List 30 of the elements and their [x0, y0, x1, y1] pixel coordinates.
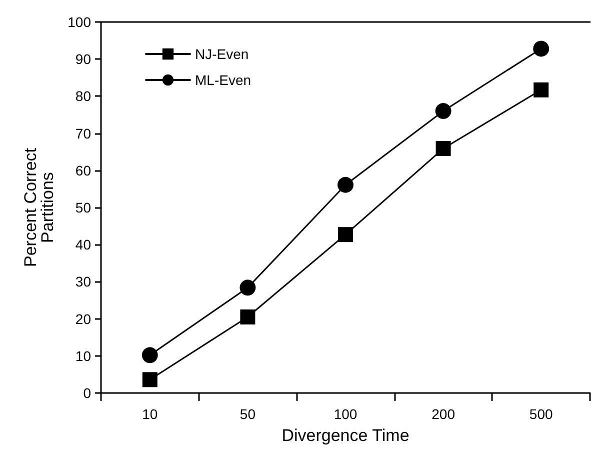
- y-tick-label: 50: [75, 200, 92, 216]
- point: [435, 103, 452, 120]
- x-tick-label: 100: [334, 406, 358, 422]
- y-tick-label: 100: [68, 14, 92, 30]
- y-tick-label: 40: [75, 236, 92, 253]
- point: [534, 82, 549, 98]
- y-tick-label: 0: [83, 385, 92, 401]
- y-tick-label: 90: [75, 51, 92, 68]
- x-tick-label: 10: [142, 406, 158, 422]
- point: [436, 141, 451, 156]
- point: [240, 280, 256, 296]
- legend-label: ML-Even: [195, 72, 252, 88]
- y-tick-label: 30: [75, 274, 92, 290]
- legend-label: NJ-Even: [195, 46, 249, 62]
- y-tick-label: 20: [75, 310, 92, 327]
- y-tick-label: 80: [75, 88, 92, 104]
- y-tick-label: 60: [75, 162, 92, 178]
- x-tick-label: 50: [240, 406, 256, 422]
- point: [533, 40, 550, 57]
- point: [240, 309, 256, 324]
- x-tick-label: 500: [529, 406, 553, 422]
- point: [142, 347, 158, 364]
- point: [338, 176, 354, 193]
- x-tick-label: 200: [432, 406, 456, 422]
- point: [338, 227, 353, 242]
- y-axis-title: Percent Correct Partitions: [21, 148, 57, 268]
- x-axis-title: Divergence Time: [282, 426, 410, 445]
- point: [142, 372, 158, 388]
- y-tick-label: 10: [75, 348, 92, 364]
- y-tick-label: 70: [75, 125, 92, 142]
